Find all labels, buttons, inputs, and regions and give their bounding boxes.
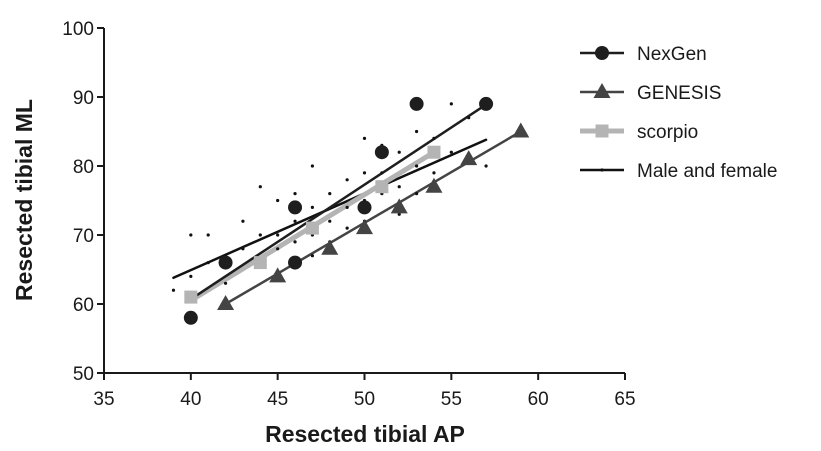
male-and-female-point <box>328 219 332 223</box>
male-and-female-point <box>415 192 419 196</box>
genesis-fit-line <box>224 130 523 306</box>
legend-item-nexgen: NexGen <box>580 44 707 65</box>
legend-label-male-and-female: Male and female <box>637 161 777 182</box>
male-and-female-point <box>293 240 297 244</box>
male-and-female-point <box>276 233 280 237</box>
scorpio-point <box>184 290 198 304</box>
genesis-point <box>425 177 443 193</box>
genesis-point <box>356 219 373 235</box>
legend-marker-genesis <box>593 83 611 98</box>
nexgen-point <box>288 200 303 215</box>
y-tick-label: 90 <box>73 88 94 109</box>
male-and-female-point <box>449 102 453 106</box>
legend-marker-male-and-female <box>600 168 604 172</box>
nexgen-point <box>218 255 233 270</box>
male-and-female-point <box>449 150 453 154</box>
x-ticks: 35 40 45 50 55 60 65 <box>93 373 636 410</box>
genesis-point <box>460 150 478 166</box>
nexgen-point <box>288 255 303 270</box>
male-and-female-point <box>293 192 297 196</box>
legend-marker-nexgen <box>595 46 609 60</box>
male-and-female-point <box>189 274 193 278</box>
y-ticks: 50 60 70 80 90 100 <box>62 19 104 385</box>
male-and-female-point <box>276 198 280 203</box>
y-tick-label: 60 <box>73 295 94 316</box>
scorpio-point <box>427 145 441 159</box>
male-and-female-point <box>362 136 367 140</box>
male-and-female-point <box>345 205 349 209</box>
x-tick-label: 40 <box>180 389 201 410</box>
male-and-female-point <box>276 247 280 251</box>
male-and-female-point <box>189 233 193 237</box>
nexgen-point <box>374 145 389 160</box>
male-and-female-point <box>258 233 262 237</box>
legend-label-nexgen: NexGen <box>637 44 707 65</box>
nexgen-fit-line <box>189 103 488 301</box>
x-tick-label: 35 <box>93 389 114 410</box>
y-tick-label: 100 <box>62 19 94 40</box>
male-and-female-point <box>310 205 314 209</box>
legend-marker-scorpio <box>595 124 609 138</box>
plot-area <box>171 96 530 325</box>
x-axis-title: Resected tibial AP <box>265 421 465 447</box>
legend-item-male-and-female: Male and female <box>580 161 777 182</box>
markers <box>171 96 530 325</box>
genesis-point <box>390 198 408 214</box>
genesis-point <box>217 295 235 310</box>
male-and-female-point <box>432 136 436 140</box>
y-tick-label: 50 <box>73 364 94 385</box>
nexgen-point <box>183 310 198 325</box>
male-and-female-point <box>415 129 419 134</box>
male-and-female-point <box>241 219 245 223</box>
male-and-female-point <box>362 171 367 175</box>
x-tick-label: 45 <box>267 389 288 410</box>
nexgen-point <box>479 96 494 111</box>
axes: 35 40 45 50 55 60 65 50 60 70 80 90 100 <box>62 19 635 410</box>
legend-item-genesis: GENESIS <box>580 83 721 104</box>
x-tick-label: 65 <box>614 389 635 410</box>
scorpio-point <box>305 221 319 235</box>
legend-label-genesis: GENESIS <box>637 83 721 104</box>
male-and-female-point <box>328 192 332 196</box>
male-and-female-point <box>380 171 384 175</box>
male-and-female-point <box>484 164 488 168</box>
male-and-female-point <box>345 178 349 182</box>
male-and-female-point <box>415 164 419 168</box>
male-and-female-point <box>223 281 228 285</box>
x-tick-label: 50 <box>354 389 375 410</box>
male-and-female-point <box>432 171 436 175</box>
y-tick-label: 80 <box>73 157 94 178</box>
legend-item-scorpio: scorpio <box>580 122 698 143</box>
male-and-female-point <box>467 116 471 120</box>
scorpio-point <box>375 180 389 194</box>
nexgen-point <box>409 96 424 111</box>
legend-label-scorpio: scorpio <box>637 122 698 143</box>
male-and-female-point <box>397 150 401 154</box>
fit-lines <box>172 103 523 306</box>
male-and-female-point <box>345 226 349 230</box>
male-and-female-point <box>397 212 401 216</box>
male-and-female-point <box>206 233 210 237</box>
genesis-point <box>321 239 339 255</box>
male-and-female-point <box>310 254 314 258</box>
legend: NexGen GENESIS scorpio Male and female <box>580 44 777 182</box>
genesis-point <box>269 267 287 283</box>
male-and-female-point <box>293 219 297 223</box>
genesis-point <box>512 122 530 138</box>
male-and-female-point <box>206 261 210 265</box>
scorpio-point <box>253 256 267 270</box>
male-and-female-point <box>397 185 401 189</box>
x-tick-label: 55 <box>441 389 462 410</box>
male-and-female-point <box>310 164 314 168</box>
male-and-female-point <box>241 247 245 251</box>
y-axis-title: Resected tibial ML <box>11 99 37 301</box>
male-and-female-point <box>258 185 262 189</box>
nexgen-point <box>357 200 372 215</box>
y-tick-label: 70 <box>73 226 94 247</box>
male-and-female-point <box>171 288 176 292</box>
x-tick-label: 60 <box>528 389 549 410</box>
